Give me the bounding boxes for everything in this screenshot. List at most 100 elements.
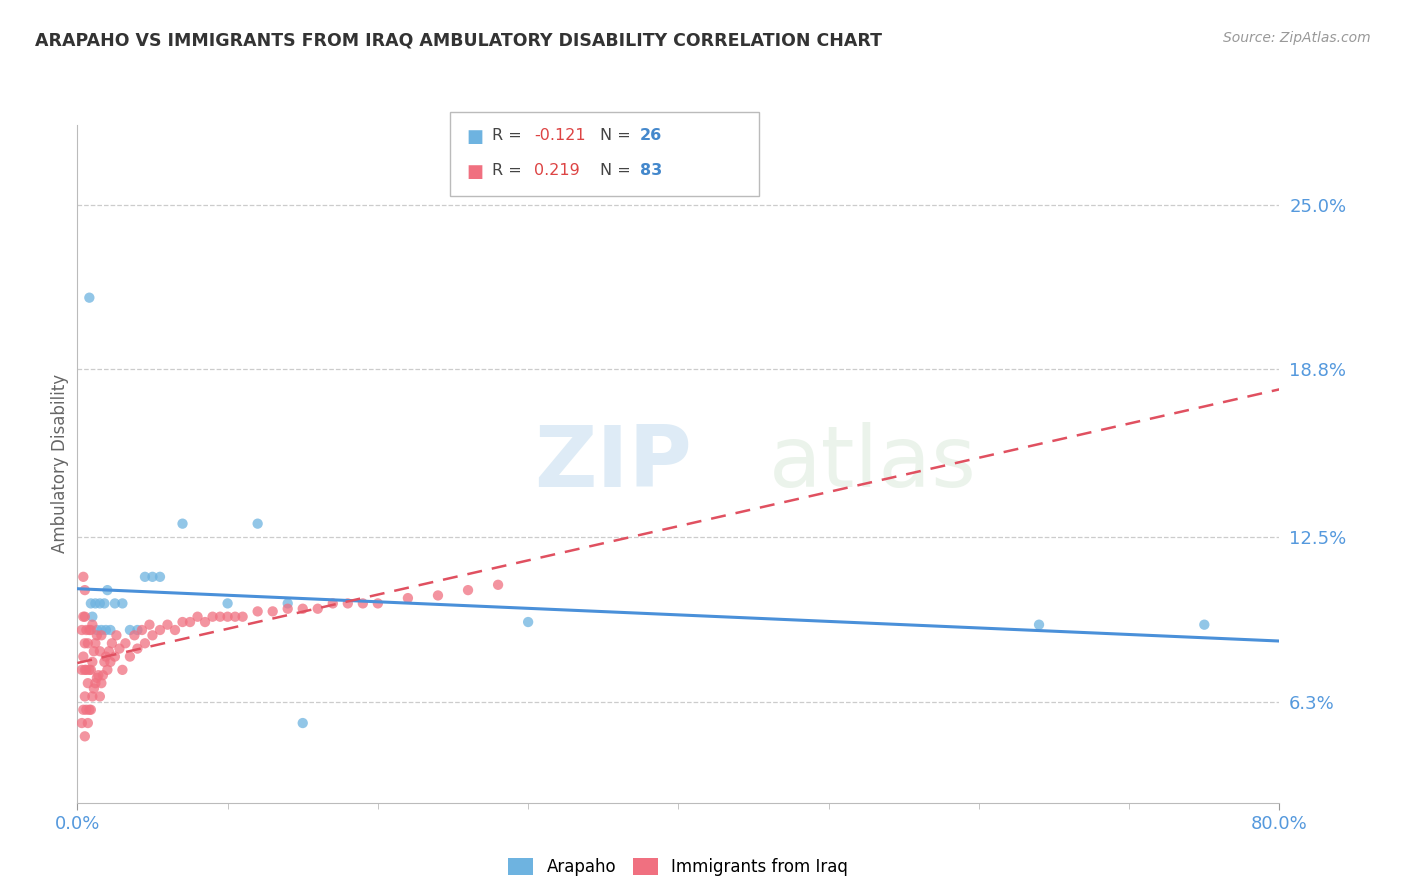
Point (75, 703, 97, 717)
Text: 83: 83 (640, 163, 662, 178)
Point (114, 636, 136, 650)
Point (84, 636, 107, 650)
Text: ARAPAHO VS IMMIGRANTS FROM IRAQ AMBULATORY DISABILITY CORRELATION CHART: ARAPAHO VS IMMIGRANTS FROM IRAQ AMBULATO… (35, 31, 882, 49)
Point (96, 663, 118, 677)
Point (87, 668, 110, 682)
Point (72, 570, 94, 584)
Point (138, 617, 160, 632)
Point (517, 615, 540, 629)
Point (86, 628, 108, 642)
Point (73, 690, 96, 704)
Point (91, 668, 114, 682)
Text: R =: R = (492, 163, 527, 178)
Point (307, 601, 329, 615)
Point (246, 516, 269, 531)
Point (149, 570, 172, 584)
Point (396, 591, 419, 606)
Point (124, 628, 146, 642)
Point (194, 615, 217, 629)
Point (72, 649, 94, 664)
Point (93, 596, 115, 610)
Point (80, 596, 103, 610)
Point (1028, 617, 1050, 632)
Point (367, 596, 389, 610)
Point (291, 716, 314, 731)
Point (80, 703, 103, 717)
Point (232, 609, 254, 624)
Point (352, 596, 374, 610)
Point (73, 663, 96, 677)
Point (79, 291, 101, 305)
Point (79, 663, 101, 677)
Point (201, 609, 224, 624)
Point (336, 596, 359, 610)
Point (141, 570, 163, 584)
Point (76, 716, 98, 731)
Point (457, 583, 479, 598)
Point (83, 644, 105, 658)
Point (70, 623, 93, 637)
Point (75, 663, 97, 677)
Point (277, 601, 299, 615)
Point (82, 655, 104, 669)
Point (187, 609, 209, 624)
Text: N =: N = (600, 163, 637, 178)
Point (149, 623, 172, 637)
Point (96, 583, 118, 598)
Point (1194, 617, 1216, 632)
Point (118, 649, 141, 664)
Point (246, 604, 269, 618)
Point (104, 596, 127, 610)
Point (73, 729, 96, 743)
Point (172, 516, 194, 531)
Point (217, 609, 239, 624)
Point (486, 578, 509, 592)
Point (89, 644, 111, 658)
Point (127, 641, 149, 656)
Text: 0.219: 0.219 (534, 163, 581, 178)
Text: N =: N = (600, 128, 637, 143)
Point (90, 628, 112, 642)
Point (90, 623, 112, 637)
Point (100, 655, 122, 669)
Point (97, 644, 120, 658)
Text: atlas: atlas (769, 422, 977, 506)
Point (79, 703, 101, 717)
Point (291, 601, 314, 615)
Point (322, 596, 344, 610)
Point (82, 609, 104, 624)
Point (277, 596, 299, 610)
Point (86, 623, 108, 637)
Point (93, 655, 115, 669)
Point (141, 628, 163, 642)
Point (100, 623, 122, 637)
Point (262, 604, 284, 618)
Point (89, 596, 111, 610)
Point (80, 623, 103, 637)
Point (76, 676, 98, 690)
Point (101, 636, 124, 650)
Point (111, 596, 134, 610)
Text: Source: ZipAtlas.com: Source: ZipAtlas.com (1223, 31, 1371, 45)
Point (73, 636, 96, 650)
Point (73, 609, 96, 624)
Point (82, 690, 104, 704)
Text: R =: R = (492, 128, 527, 143)
Point (84, 676, 107, 690)
Point (76, 636, 98, 650)
Point (172, 615, 194, 629)
Point (163, 623, 186, 637)
Point (80, 663, 103, 677)
Point (72, 609, 94, 624)
Point (70, 663, 93, 677)
Point (72, 703, 94, 717)
Point (127, 623, 149, 637)
Point (108, 641, 131, 656)
Point (104, 649, 127, 664)
Point (89, 690, 111, 704)
Point (82, 617, 104, 632)
Point (134, 636, 156, 650)
Point (105, 628, 128, 642)
Text: ■: ■ (467, 128, 484, 145)
Point (70, 716, 93, 731)
